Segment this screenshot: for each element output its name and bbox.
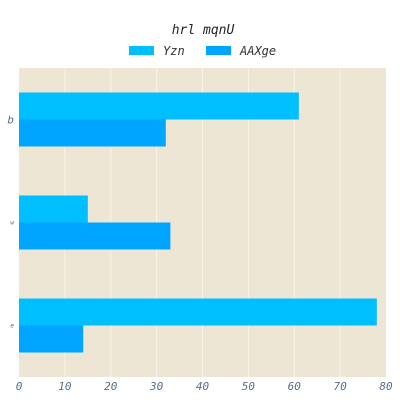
legend-swatch	[129, 46, 154, 55]
x-tick-label: 80	[379, 380, 393, 393]
x-tick-label: 40	[196, 380, 210, 393]
x-tick-label: 30	[149, 380, 164, 393]
x-tick-label: 70	[334, 380, 348, 393]
x-tick-label: 50	[242, 380, 256, 393]
x-tick-label: 0	[16, 380, 23, 393]
legend: Yzn AAXge	[129, 44, 276, 58]
bar-Yzn-e	[19, 298, 377, 326]
y-tick-label: e	[10, 323, 14, 330]
x-axis-ticks: 0 10 20 30 40 50 60 70 80	[16, 380, 393, 393]
bar-AAXge-w	[19, 222, 171, 250]
bars	[19, 92, 377, 353]
bar-AAXge-e	[19, 325, 84, 353]
y-tick-label: w	[10, 220, 14, 227]
x-tick-label: 10	[58, 380, 72, 393]
legend-swatch	[206, 46, 231, 55]
x-tick-label: 20	[104, 380, 118, 393]
legend-label: AAXge	[239, 44, 276, 58]
bar-Yzn-w	[19, 195, 88, 223]
chart-title: hrl mqnU	[172, 23, 235, 38]
legend-label: Yzn	[163, 44, 185, 58]
y-tick-label: b	[7, 114, 14, 127]
y-axis-ticks: b w e	[7, 114, 14, 330]
bar-AAXge-b	[19, 119, 166, 147]
bar-Yzn-b	[19, 92, 299, 120]
x-tick-label: 60	[288, 380, 302, 393]
